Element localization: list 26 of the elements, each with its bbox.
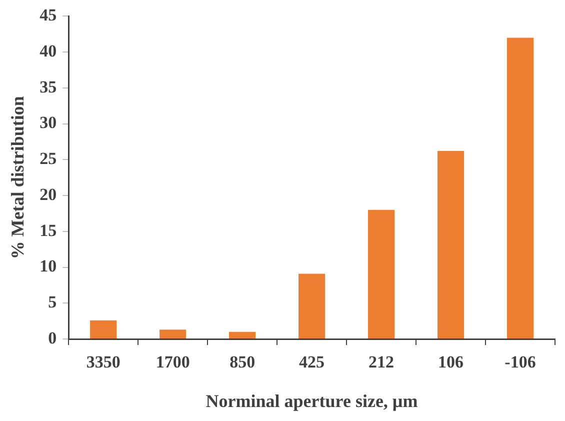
bar: [90, 320, 117, 338]
bar: [160, 330, 186, 338]
y-tick-label: 0: [48, 328, 57, 348]
y-tick-label: 40: [40, 41, 57, 60]
x-tick-label: 425: [299, 352, 325, 372]
x-axis-title: Norminal aperture size, µm: [206, 390, 418, 411]
y-tick-label: 10: [40, 256, 57, 276]
y-tick-label: 25: [40, 149, 57, 168]
bar: [229, 332, 256, 338]
x-tick-label: 106: [438, 352, 464, 372]
x-tick-label: 3350: [86, 352, 120, 372]
bar: [437, 151, 464, 338]
y-tick-label: 30: [40, 113, 57, 132]
y-tick-label: 20: [40, 184, 57, 204]
bar: [298, 274, 326, 338]
y-tick-label: 5: [48, 292, 57, 312]
y-tick-label: 15: [40, 220, 57, 240]
y-axis-title: % Metal distribution: [7, 96, 28, 260]
bar: [506, 38, 534, 338]
bar: [368, 210, 395, 338]
x-tick-label: -106: [504, 352, 536, 372]
x-tick-label: 850: [230, 352, 256, 372]
x-tick-label: 212: [368, 352, 394, 372]
y-tick-label: 35: [40, 77, 57, 96]
x-tick-label: 1700: [156, 352, 190, 372]
y-tick-label: 45: [40, 6, 57, 25]
